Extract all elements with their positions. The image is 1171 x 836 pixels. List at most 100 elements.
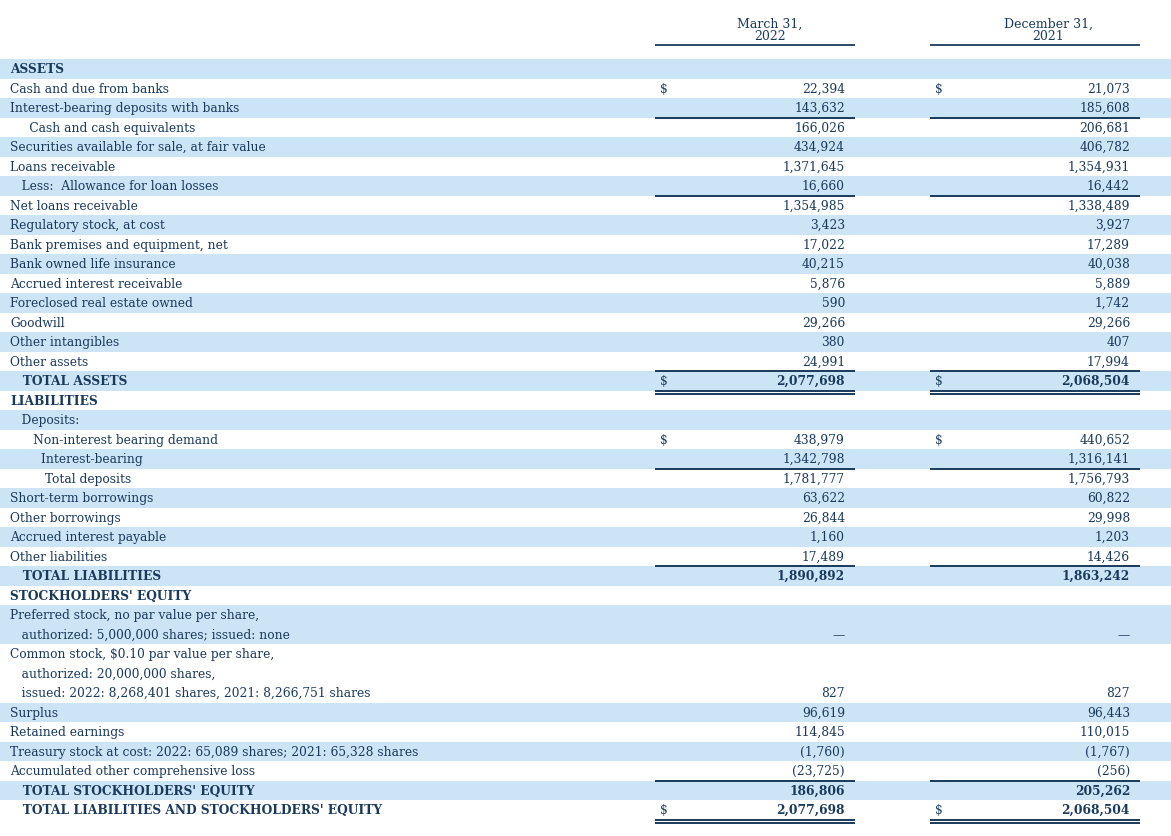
- Bar: [0, 293, 1171, 314]
- Text: 1,756,793: 1,756,793: [1068, 472, 1130, 485]
- Text: $: $: [660, 803, 667, 816]
- Bar: [0, 371, 1171, 391]
- Bar: [0, 781, 1171, 800]
- Bar: [0, 333, 1171, 352]
- Text: 206,681: 206,681: [1080, 121, 1130, 135]
- Text: 1,354,985: 1,354,985: [782, 200, 845, 212]
- Text: Retained earnings: Retained earnings: [11, 726, 124, 738]
- Text: 434,924: 434,924: [794, 141, 845, 154]
- Text: $: $: [934, 433, 943, 446]
- Text: 1,338,489: 1,338,489: [1068, 200, 1130, 212]
- Text: authorized: 5,000,000 shares; issued: none: authorized: 5,000,000 shares; issued: no…: [11, 628, 290, 641]
- Text: 1,371,645: 1,371,645: [782, 161, 845, 174]
- Text: Surplus: Surplus: [11, 706, 59, 719]
- Text: 5,889: 5,889: [1095, 278, 1130, 290]
- Text: 2,068,504: 2,068,504: [1062, 375, 1130, 388]
- Text: 17,289: 17,289: [1087, 238, 1130, 252]
- Text: 2021: 2021: [1032, 30, 1064, 43]
- Text: 1,354,931: 1,354,931: [1068, 161, 1130, 174]
- Text: LIABILITIES: LIABILITIES: [11, 395, 97, 407]
- Text: (1,760): (1,760): [800, 745, 845, 758]
- Text: March 31,: March 31,: [738, 18, 802, 31]
- Text: Accrued interest receivable: Accrued interest receivable: [11, 278, 183, 290]
- Text: Less:  Allowance for loan losses: Less: Allowance for loan losses: [11, 180, 219, 193]
- Text: Interest-bearing deposits with banks: Interest-bearing deposits with banks: [11, 102, 239, 115]
- Text: 16,442: 16,442: [1087, 180, 1130, 193]
- Text: $: $: [934, 803, 943, 816]
- Bar: [0, 391, 1171, 410]
- Bar: [0, 664, 1171, 683]
- Text: Loans receivable: Loans receivable: [11, 161, 115, 174]
- Bar: [0, 410, 1171, 430]
- Bar: [0, 547, 1171, 566]
- Text: Bank owned life insurance: Bank owned life insurance: [11, 258, 176, 271]
- Text: 22,394: 22,394: [802, 83, 845, 95]
- Bar: [0, 645, 1171, 664]
- Text: Securities available for sale, at fair value: Securities available for sale, at fair v…: [11, 141, 266, 154]
- Text: 438,979: 438,979: [794, 433, 845, 446]
- Text: TOTAL LIABILITIES: TOTAL LIABILITIES: [11, 569, 162, 583]
- Text: 143,632: 143,632: [794, 102, 845, 115]
- Text: 3,423: 3,423: [810, 219, 845, 232]
- Bar: [0, 274, 1171, 293]
- Bar: [0, 508, 1171, 528]
- Text: $: $: [660, 433, 667, 446]
- Text: (256): (256): [1097, 764, 1130, 777]
- Text: 380: 380: [822, 336, 845, 349]
- Text: 29,266: 29,266: [1087, 316, 1130, 329]
- Text: 1,742: 1,742: [1095, 297, 1130, 310]
- Text: 110,015: 110,015: [1080, 726, 1130, 738]
- Bar: [0, 469, 1171, 488]
- Text: Common stock, $0.10 par value per share,: Common stock, $0.10 par value per share,: [11, 647, 274, 660]
- Text: Other intangibles: Other intangibles: [11, 336, 119, 349]
- Text: Bank premises and equipment, net: Bank premises and equipment, net: [11, 238, 228, 252]
- Text: Interest-bearing: Interest-bearing: [11, 453, 143, 466]
- Text: Other liabilities: Other liabilities: [11, 550, 108, 563]
- Text: 96,619: 96,619: [802, 706, 845, 719]
- Text: December 31,: December 31,: [1004, 18, 1093, 31]
- Text: 17,489: 17,489: [802, 550, 845, 563]
- Text: TOTAL ASSETS: TOTAL ASSETS: [11, 375, 128, 388]
- Text: authorized: 20,000,000 shares,: authorized: 20,000,000 shares,: [11, 667, 215, 680]
- Text: 29,266: 29,266: [802, 316, 845, 329]
- Text: 440,652: 440,652: [1080, 433, 1130, 446]
- Text: 17,022: 17,022: [802, 238, 845, 252]
- Text: Cash and cash equivalents: Cash and cash equivalents: [11, 121, 196, 135]
- Text: 590: 590: [822, 297, 845, 310]
- Bar: [0, 800, 1171, 819]
- Text: Non-interest bearing demand: Non-interest bearing demand: [11, 433, 218, 446]
- Text: 827: 827: [822, 686, 845, 700]
- Text: Deposits:: Deposits:: [11, 414, 80, 426]
- Bar: [0, 624, 1171, 645]
- Text: 205,262: 205,262: [1075, 784, 1130, 797]
- Bar: [0, 314, 1171, 333]
- Text: Short-term borrowings: Short-term borrowings: [11, 492, 153, 505]
- Text: 1,890,892: 1,890,892: [776, 569, 845, 583]
- Bar: [0, 683, 1171, 703]
- Text: Foreclosed real estate owned: Foreclosed real estate owned: [11, 297, 193, 310]
- Bar: [0, 528, 1171, 547]
- Text: TOTAL LIABILITIES AND STOCKHOLDERS' EQUITY: TOTAL LIABILITIES AND STOCKHOLDERS' EQUI…: [11, 803, 382, 816]
- Text: 2022: 2022: [754, 30, 786, 43]
- Text: 1,203: 1,203: [1095, 531, 1130, 543]
- Text: Regulatory stock, at cost: Regulatory stock, at cost: [11, 219, 165, 232]
- Text: 17,994: 17,994: [1087, 355, 1130, 369]
- Text: 827: 827: [1107, 686, 1130, 700]
- Bar: [0, 138, 1171, 157]
- Text: 1,342,798: 1,342,798: [782, 453, 845, 466]
- Text: 29,998: 29,998: [1087, 511, 1130, 524]
- Text: 16,660: 16,660: [802, 180, 845, 193]
- Text: 5,876: 5,876: [810, 278, 845, 290]
- Text: Other assets: Other assets: [11, 355, 88, 369]
- Text: 2,077,698: 2,077,698: [776, 803, 845, 816]
- Text: issued: 2022: 8,268,401 shares, 2021: 8,266,751 shares: issued: 2022: 8,268,401 shares, 2021: 8,…: [11, 686, 370, 700]
- Text: Accrued interest payable: Accrued interest payable: [11, 531, 166, 543]
- Bar: [0, 79, 1171, 99]
- Bar: [0, 216, 1171, 235]
- Bar: [0, 119, 1171, 138]
- Bar: [0, 196, 1171, 216]
- Text: 1,316,141: 1,316,141: [1068, 453, 1130, 466]
- Text: ASSETS: ASSETS: [11, 64, 64, 76]
- Bar: [0, 703, 1171, 722]
- Bar: [0, 352, 1171, 371]
